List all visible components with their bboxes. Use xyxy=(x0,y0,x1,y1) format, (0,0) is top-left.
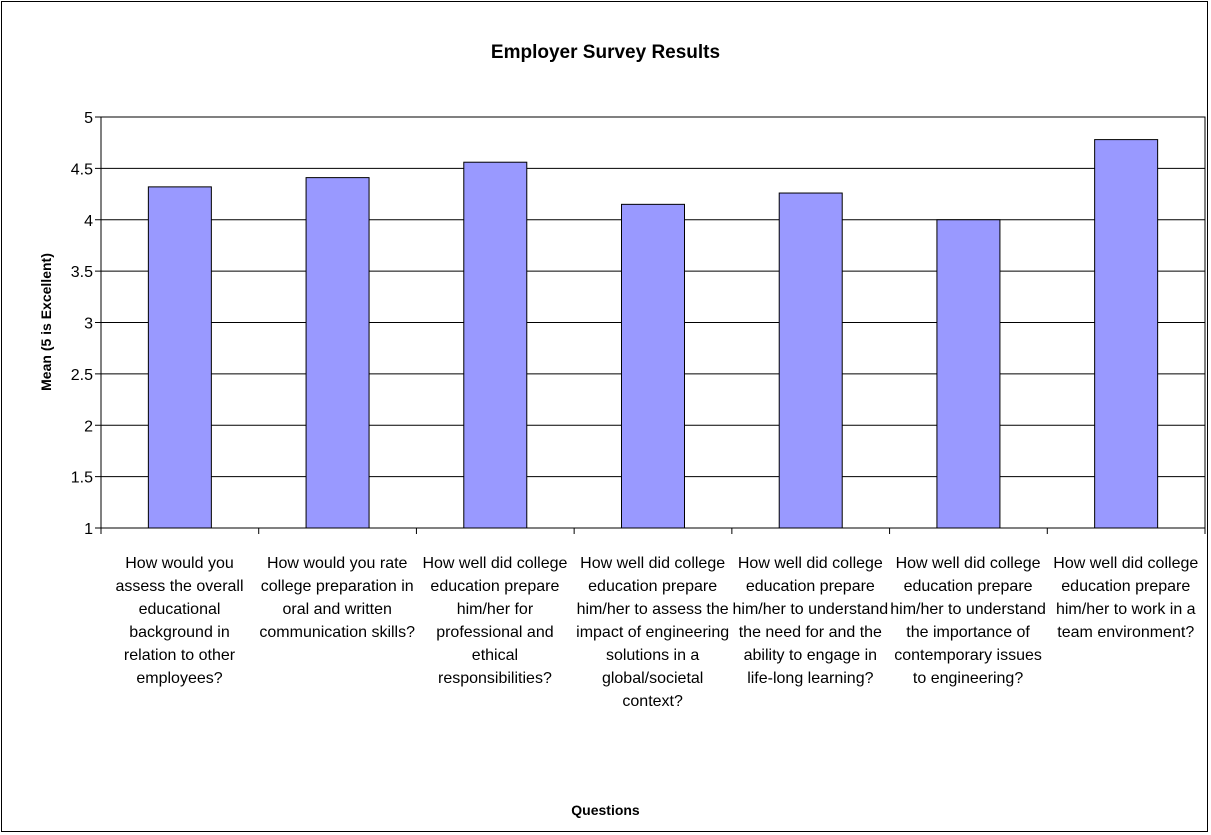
bar xyxy=(936,219,1001,529)
bar xyxy=(1094,139,1159,529)
x-tick-label: How well did college education prepare h… xyxy=(732,555,889,687)
y-tick-label: 5 xyxy=(84,110,93,127)
chart-title: Employer Survey Results xyxy=(490,42,721,63)
x-tick-label: How well did college education prepare h… xyxy=(422,555,568,687)
y-tick-label: 4.5 xyxy=(71,161,93,178)
x-tick-label: How would you assess the overall educati… xyxy=(115,555,244,687)
y-tick-label: 1.5 xyxy=(71,470,93,487)
bar xyxy=(621,203,685,529)
bar xyxy=(305,177,370,529)
y-tick-label: 1 xyxy=(84,521,93,538)
y-tick-label: 2 xyxy=(84,418,93,435)
y-tick-label: 3 xyxy=(84,316,93,333)
bar xyxy=(778,192,843,529)
y-tick-label: 3.5 xyxy=(71,264,93,281)
bar xyxy=(463,161,528,529)
x-tick-label: How well did college education prepare h… xyxy=(1053,555,1199,641)
bar xyxy=(147,186,212,529)
x-tick-label: How well did college education prepare h… xyxy=(890,555,1046,687)
x-axis-label: Questions xyxy=(571,802,640,818)
y-tick-label: 4 xyxy=(84,213,93,230)
x-tick-label: How well did college education prepare h… xyxy=(576,555,730,710)
y-tick-label: 2.5 xyxy=(71,367,93,384)
x-tick-label: How would you rate college preparation i… xyxy=(259,555,415,641)
